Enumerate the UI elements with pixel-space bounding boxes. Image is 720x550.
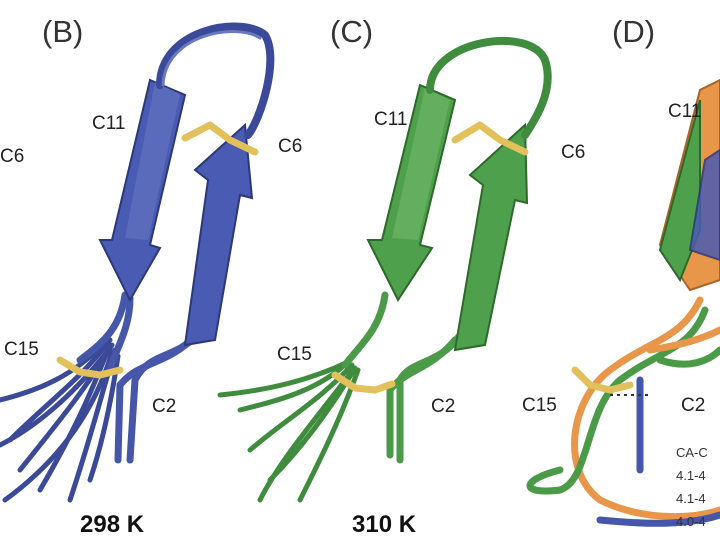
- distance-row-2: 4.1-4: [676, 491, 706, 506]
- temperature-label-b: 298 K: [80, 511, 145, 538]
- residue-label-c11-d: C11: [668, 101, 702, 122]
- residue-label-c15-b: C15: [4, 339, 39, 360]
- residue-label-c2-c: C2: [431, 396, 456, 417]
- residue-label-c15-d: C15: [522, 395, 557, 416]
- residue-label-c11-b: C11: [92, 113, 126, 134]
- residue-label-c11-c: C11: [374, 109, 408, 130]
- panel-label-c: (C): [330, 14, 374, 49]
- residue-label-c6-b: C6: [278, 136, 303, 157]
- structure-ensemble-298k: [0, 22, 275, 503]
- distance-header: CA-C: [676, 445, 708, 460]
- panel-label-b: (B): [42, 14, 84, 49]
- residue-label-c15-c: C15: [277, 344, 312, 365]
- distance-row-1: 4.1-4: [676, 468, 706, 483]
- residue-label-c6-edge: C6: [0, 146, 25, 167]
- structure-ensemble-310k: [217, 36, 552, 503]
- structure-overlay: [526, 78, 720, 527]
- residue-label-c2-d: C2: [681, 395, 706, 416]
- distance-row-3: 4.0-4: [676, 514, 706, 529]
- residue-label-c2-b: C2: [152, 396, 177, 417]
- panel-label-d: (D): [612, 14, 656, 49]
- temperature-label-c: 310 K: [352, 511, 417, 538]
- residue-label-c6-c: C6: [561, 142, 586, 163]
